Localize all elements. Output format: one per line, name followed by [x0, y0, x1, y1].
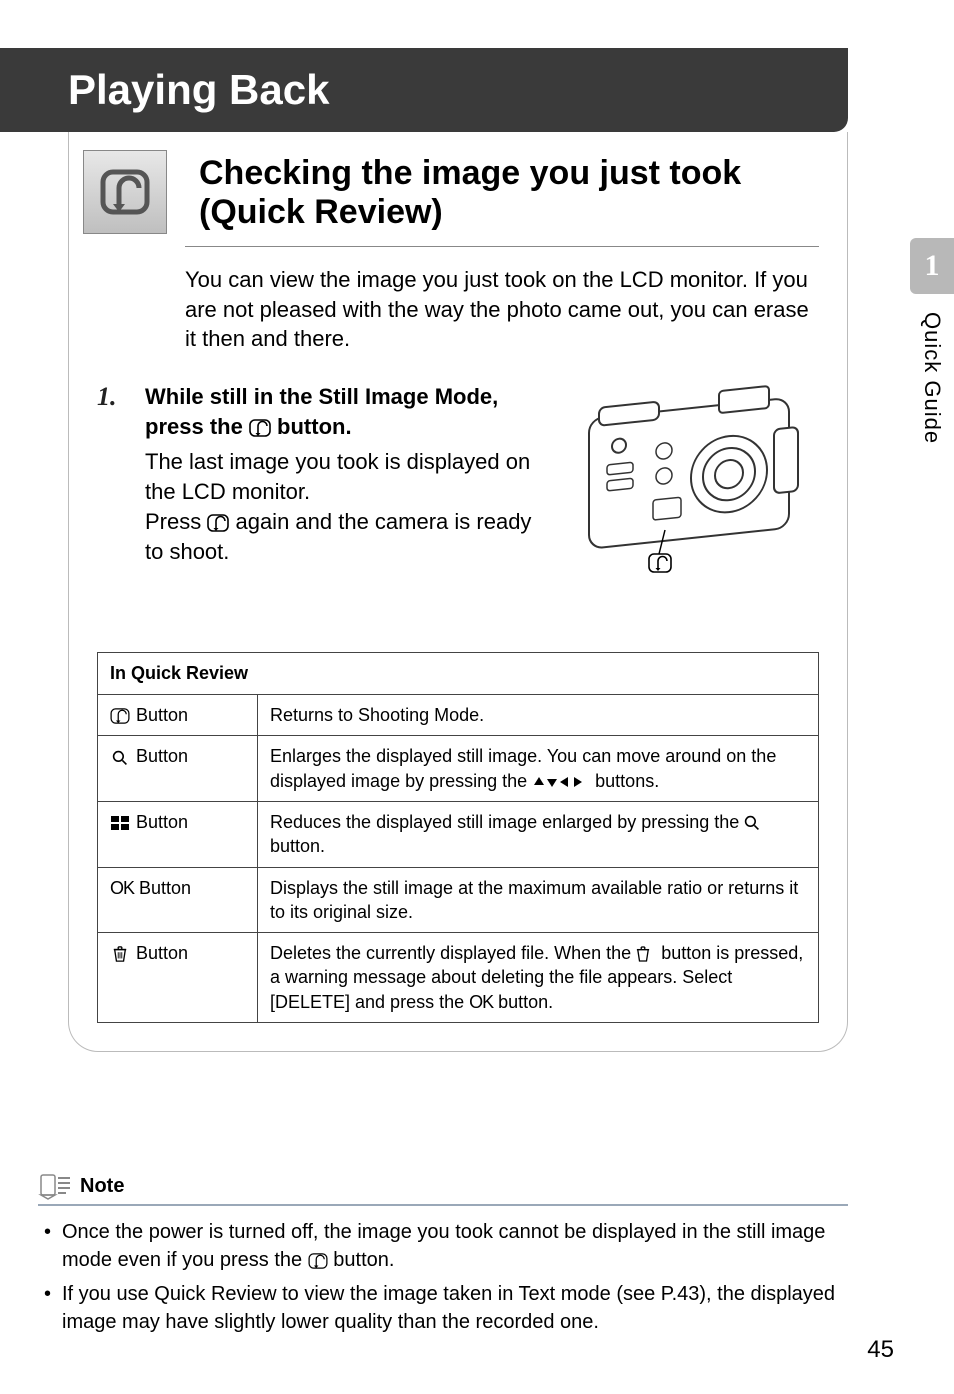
page-title-bar: Playing Back [0, 48, 848, 132]
section-intro: You can view the image you just took on … [185, 265, 819, 354]
button-label: Button [136, 705, 188, 725]
trash-icon [110, 946, 130, 962]
table-row: OK Button Displays the still image at th… [98, 867, 819, 933]
quickreview-icon [110, 708, 130, 724]
table-row: Button Returns to Shooting Mode. [98, 695, 819, 736]
content: Checking the image you just took (Quick … [38, 132, 848, 1336]
note-header: Note [38, 1172, 848, 1206]
table-row: Button Reduces the displayed still image… [98, 801, 819, 867]
step-desc: The last image you took is displayed on … [145, 447, 545, 566]
table-row: Button Deletes the currently displayed f… [98, 933, 819, 1023]
note-label: Note [80, 1175, 124, 1198]
note-block: Note Once the power is turned off, the i… [38, 1172, 848, 1336]
quickreview-icon [249, 419, 271, 437]
section-header: Checking the image you just took (Quick … [97, 132, 819, 234]
section-title-line2: (Quick Review) [199, 193, 443, 231]
button-label: Button [136, 746, 188, 766]
button-cell: Button [98, 736, 258, 802]
step-heading: While still in the Still Image Mode, pre… [145, 382, 545, 441]
page-number: 45 [867, 1336, 894, 1364]
section-box: Checking the image you just took (Quick … [68, 132, 848, 1052]
button-label: Button [139, 878, 191, 898]
button-cell: Button [98, 933, 258, 1023]
button-label: Button [136, 943, 188, 963]
section-rule [185, 246, 819, 247]
quick-review-table: In Quick Review Button Returns to Shooti… [97, 652, 819, 1023]
button-desc: Displays the still image at the maximum … [258, 867, 819, 933]
button-desc: Returns to Shooting Mode. [258, 695, 819, 736]
note-item: Once the power is turned off, the image … [38, 1218, 848, 1274]
step-1: 1. While still in the Still Image Mode, … [97, 382, 819, 582]
note-item: If you use Quick Review to view the imag… [38, 1280, 848, 1336]
quickreview-icon [308, 1253, 328, 1269]
chapter-label: Quick Guide [919, 312, 945, 444]
thumbnail-icon [110, 815, 130, 831]
step-desc-line2-pre: Press [145, 509, 207, 534]
side-tab: 1 Quick Guide [910, 238, 954, 444]
page-title: Playing Back [68, 66, 329, 113]
button-cell: Button [98, 801, 258, 867]
button-desc: Reduces the displayed still image enlarg… [258, 801, 819, 867]
section-title: Checking the image you just took (Quick … [199, 150, 741, 232]
ok-icon: OK [110, 878, 134, 898]
table-header: In Quick Review [98, 653, 819, 695]
trash-icon [636, 946, 650, 962]
magnify-icon [744, 815, 760, 831]
magnify-icon [110, 750, 130, 766]
chapter-number: 1 [910, 238, 954, 294]
camera-illustration [559, 382, 819, 582]
table-row: Button Enlarges the displayed still imag… [98, 736, 819, 802]
step-heading-post: button. [271, 414, 352, 439]
quickreview-icon [207, 514, 229, 532]
button-desc: Enlarges the displayed still image. You … [258, 736, 819, 802]
button-label: Button [136, 812, 188, 832]
note-icon [38, 1172, 72, 1200]
step-body: While still in the Still Image Mode, pre… [145, 382, 545, 566]
button-desc: Deletes the currently displayed file. Wh… [258, 933, 819, 1023]
ok-icon: OK [469, 992, 493, 1012]
step-number: 1. [97, 382, 131, 412]
button-cell: Button [98, 695, 258, 736]
arrow-buttons-icon [532, 775, 584, 789]
quickreview-feature-icon [83, 150, 167, 234]
section-title-line1: Checking the image you just took [199, 154, 741, 192]
note-list: Once the power is turned off, the image … [38, 1218, 848, 1336]
step-desc-line1: The last image you took is displayed on … [145, 449, 530, 504]
button-cell: OK Button [98, 867, 258, 933]
